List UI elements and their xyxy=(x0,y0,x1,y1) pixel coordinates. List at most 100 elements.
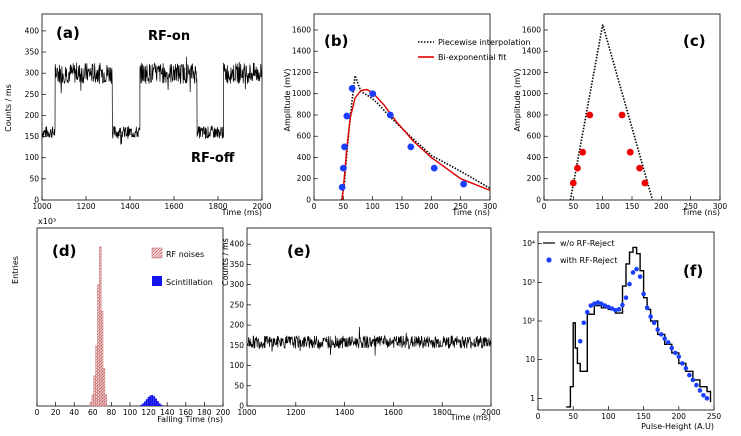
panel-f-xlabel: Pulse-Height (A.U) xyxy=(641,422,714,431)
panel-b-xtick-label: 100 xyxy=(366,202,381,211)
panel-e-ytick-label: 250 xyxy=(230,300,245,309)
panel-a-ytick-label: 50 xyxy=(29,174,39,183)
panel-a-xtick-label: 1200 xyxy=(76,202,95,211)
panel-f-point xyxy=(630,270,636,275)
panel-c-ytick-label: 1000 xyxy=(522,89,541,98)
panel-f-point xyxy=(609,306,615,311)
panel-e-ytick-label: 150 xyxy=(230,341,245,350)
panel-f-point xyxy=(680,361,685,366)
panel-a-ytick-label: 0 xyxy=(34,196,39,205)
panel-f-ytick-label: 10² xyxy=(522,317,535,326)
panel-e-series-line xyxy=(246,326,492,356)
panel-c-xtick-label: 100 xyxy=(596,202,611,211)
panel-c-xtick-label: 0 xyxy=(542,202,547,211)
panel-c-marker xyxy=(641,179,649,187)
panel-d-bar xyxy=(93,375,96,407)
panel-c-marker xyxy=(618,111,626,119)
panel-c-xtick-label: 200 xyxy=(654,202,669,211)
panel-f-xtick-label: 250 xyxy=(707,412,722,421)
panel-e-xtick-label: 1200 xyxy=(286,408,305,417)
legend-rf-noises-swatch xyxy=(151,247,163,259)
legend-biexp-label: Bi-exponential fit xyxy=(438,53,506,62)
panel-b-marker xyxy=(338,183,346,191)
panel-c-label: (c) xyxy=(683,32,706,50)
panel-f-point xyxy=(701,392,706,398)
panel-d-xtick-label: 40 xyxy=(69,408,79,417)
panel-a-ytick-label: 150 xyxy=(25,132,40,141)
panel-c-ytick-label: 600 xyxy=(527,132,542,141)
panel-c-ytick-label: 800 xyxy=(527,110,542,119)
panel-d-bar xyxy=(158,403,161,406)
panel-f-point xyxy=(687,372,692,378)
panel-e-ytick-label: 100 xyxy=(230,361,245,370)
panel-d-xtick-label: 200 xyxy=(216,408,231,417)
panel-d-xtick-label: 20 xyxy=(51,408,61,417)
panel-e-label: (e) xyxy=(287,242,311,260)
panel-a-xtick-label: 2000 xyxy=(252,202,271,211)
panel-f-point xyxy=(662,336,668,341)
panel-d-bar xyxy=(153,396,156,406)
panel-a-frame xyxy=(41,13,263,201)
panel-f-point xyxy=(665,340,671,345)
panel-a-annotation-rf-off: RF-off xyxy=(191,151,235,166)
panel-c-marker xyxy=(626,148,634,156)
panel-f-point xyxy=(648,314,653,319)
panel-f-ytick-label: 10⁴ xyxy=(522,239,535,248)
panel-d-bar xyxy=(95,345,98,407)
panel-c-ytick-label: 1200 xyxy=(522,68,541,77)
panel-f-point xyxy=(690,377,696,383)
panel-d-ylabel: Entries xyxy=(11,256,20,284)
panel-b-xtick-label: 200 xyxy=(424,202,439,211)
panel-c-marker xyxy=(636,164,644,172)
panel-b-marker xyxy=(460,180,467,188)
panel-c-xtick-label: 50 xyxy=(569,202,579,211)
panel-f-point xyxy=(606,304,611,310)
legend-piecewise-label: Piecewise interpolation xyxy=(438,38,531,47)
panel-c-marker xyxy=(569,179,577,187)
panel-a-ytick-label: 300 xyxy=(25,69,40,78)
panel-f-point xyxy=(641,291,646,297)
panel-f-point xyxy=(655,327,660,332)
panel-d-bar xyxy=(104,394,107,407)
panel-f-point xyxy=(683,365,689,371)
panel-c-ylabel: Amplitude (mV) xyxy=(513,68,522,131)
panel-c-ytick-label: 400 xyxy=(527,153,542,162)
panel-b-ytick-label: 800 xyxy=(297,110,312,119)
panel-e-ytick-label: 350 xyxy=(230,260,245,269)
panel-f-point xyxy=(613,307,618,313)
panel-b-ytick-label: 400 xyxy=(297,153,312,162)
panel-f-point xyxy=(669,345,675,351)
panel-f-point xyxy=(637,274,643,279)
panel-e-xlabel: Time (ms) xyxy=(450,413,491,422)
panel-f-frame xyxy=(537,231,715,411)
panel-e-ytick-label: 0 xyxy=(239,402,244,411)
panel-b-xlabel: Time (ns) xyxy=(451,208,490,217)
panel-f-point xyxy=(623,295,629,301)
panel-d-bar xyxy=(100,311,104,407)
panel-b-xtick-label: 250 xyxy=(454,202,469,211)
panel-b-ylabel: Amplitude (mV) xyxy=(283,68,292,131)
panel-d-bar xyxy=(91,394,94,407)
panel-c-marker xyxy=(579,148,587,156)
panel-a-series-line xyxy=(41,56,263,145)
panel-d-plot: 0 20 40 60 80 100 120 140 160 180 200 xyxy=(35,246,231,417)
panel-c-frame xyxy=(543,13,721,201)
panel-d-bar xyxy=(97,284,100,407)
panel-c-marker xyxy=(574,164,581,172)
panel-e-frame xyxy=(246,227,492,407)
legend-with-reject-swatch xyxy=(546,257,552,263)
panel-f-xtick-label: 0 xyxy=(536,412,541,421)
panel-f-xtick-label: 150 xyxy=(636,412,651,421)
panel-d-bar xyxy=(99,246,102,407)
panel-d-xtick-label: 180 xyxy=(197,408,212,417)
panel-b-marker xyxy=(348,85,356,92)
panel-d-bar xyxy=(145,399,148,406)
panel-a-xtick-label: 1000 xyxy=(32,202,51,211)
panel-d-xlabel: Falling Time (ns) xyxy=(157,415,223,424)
panel-a-ytick-label: 250 xyxy=(25,90,40,99)
panel-d-bar xyxy=(160,404,163,406)
panel-b-ytick-label: 1000 xyxy=(292,89,311,98)
panel-f-point xyxy=(588,303,594,308)
panel-e-xtick-label: 1800 xyxy=(433,408,452,417)
